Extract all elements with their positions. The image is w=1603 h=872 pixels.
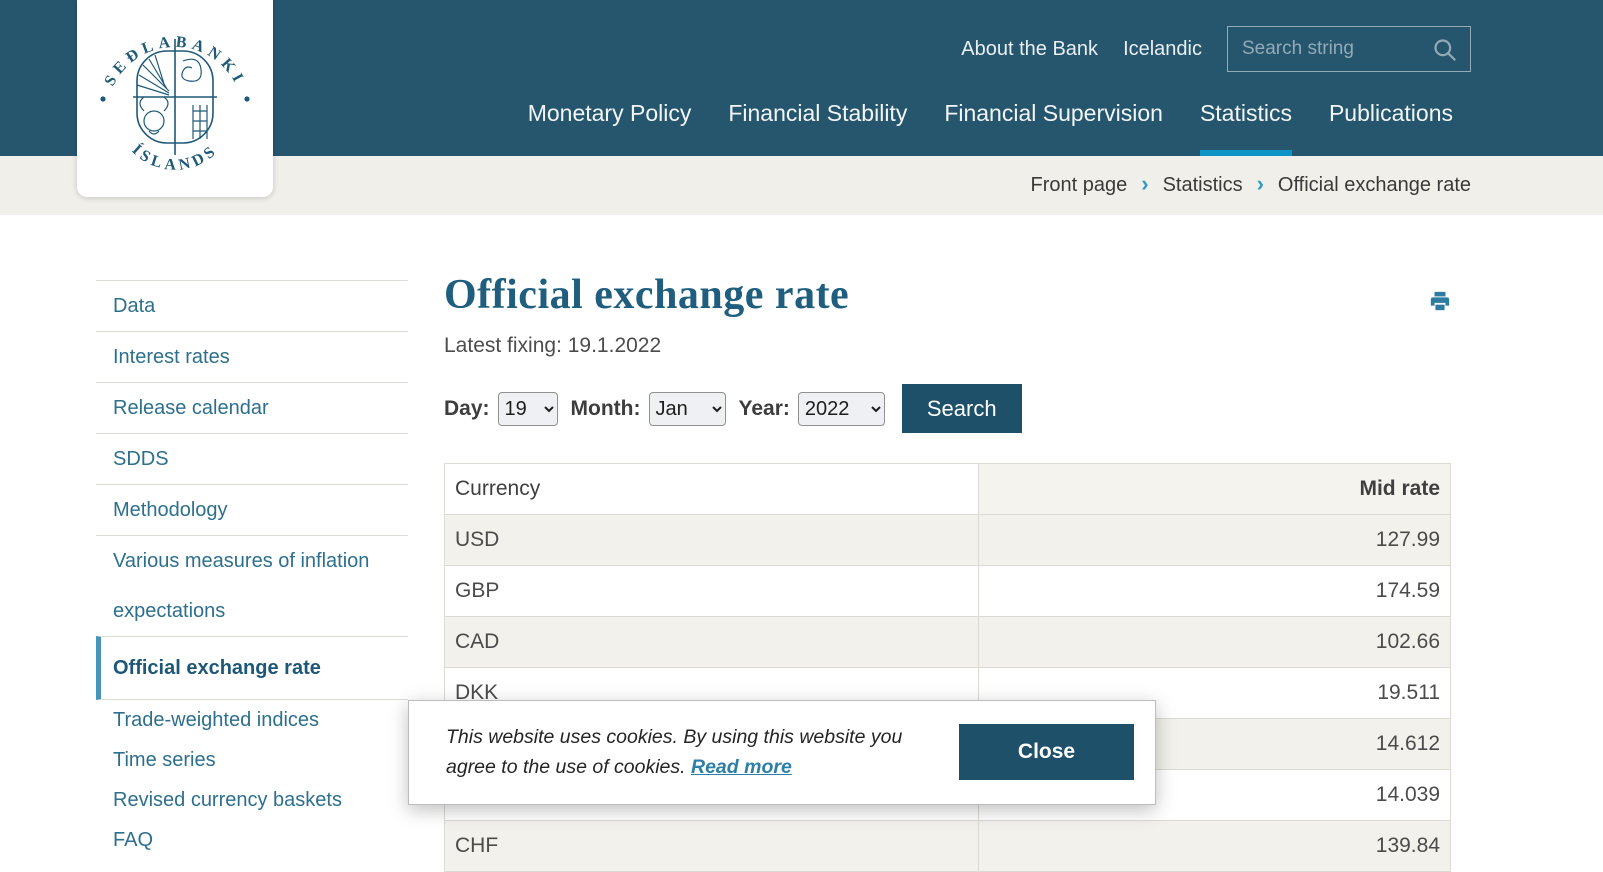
chevron-right-icon: › xyxy=(1141,170,1149,196)
day-select[interactable]: 19 xyxy=(497,391,558,426)
currency-cell: USD xyxy=(444,514,979,566)
currency-cell: CAD xyxy=(444,616,979,668)
breadcrumb-front-page[interactable]: Front page xyxy=(1030,174,1128,196)
mid-rate-cell: 139.84 xyxy=(978,820,1451,872)
mid-rate-cell: 102.66 xyxy=(978,616,1451,668)
bank-logo[interactable]: SEÐLABANKI ÍSLANDS xyxy=(77,0,273,197)
date-controls: Day: 19 Month: Jan Year: 2022 Search xyxy=(444,384,1451,433)
sidebar-item-inflation-expectations[interactable]: Various measures of inflation expectatio… xyxy=(96,535,408,636)
mid-rate-cell: 174.59 xyxy=(978,565,1451,617)
latest-fixing: Latest fixing: 19.1.2022 xyxy=(444,334,662,357)
day-label: Day: xyxy=(444,396,490,420)
close-button[interactable]: Close xyxy=(959,724,1134,780)
read-more-link[interactable]: Read more xyxy=(691,756,792,778)
year-label: Year: xyxy=(738,396,790,420)
currency-cell: CHF xyxy=(444,820,979,872)
mid-rate-cell: 127.99 xyxy=(978,514,1451,566)
print-icon[interactable] xyxy=(1429,290,1451,312)
sidebar-item-data[interactable]: Data xyxy=(96,280,408,331)
cookie-message: This website uses cookies. By using this… xyxy=(446,722,916,782)
table-row: USD 127.99 xyxy=(444,514,1451,566)
sidebar-item-sdds[interactable]: SDDS xyxy=(96,433,408,484)
header-search-box xyxy=(1227,26,1471,72)
search-input[interactable] xyxy=(1240,37,1431,61)
sidebar-item-revised-currency-baskets[interactable]: Revised currency baskets xyxy=(113,789,342,811)
sidebar-item-release-calendar[interactable]: Release calendar xyxy=(96,382,408,433)
sidebar-item-trade-weighted-indices[interactable]: Trade-weighted indices xyxy=(113,709,320,731)
breadcrumb-current: Official exchange rate xyxy=(1277,174,1471,196)
sidebar-item-time-series[interactable]: Time series xyxy=(113,749,216,771)
table-row: CAD 102.66 xyxy=(444,616,1451,668)
cookie-message-text: This website uses cookies. By using this… xyxy=(446,726,903,778)
mid-rate-column-header: Mid rate xyxy=(978,463,1451,515)
main-nav: Monetary Policy Financial Stability Fina… xyxy=(528,100,1453,156)
sidebar-item-official-exchange-rate[interactable]: Official exchange rate xyxy=(96,636,408,700)
currency-column-header: Currency xyxy=(444,463,979,515)
table-header-row: Currency Mid rate xyxy=(444,463,1451,515)
sedlabanki-seal-icon: SEÐLABANKI ÍSLANDS xyxy=(100,33,250,173)
month-label: Month: xyxy=(570,396,641,420)
search-icon[interactable] xyxy=(1431,36,1458,63)
page-title: Official exchange rate xyxy=(444,272,850,318)
sidebar-item-interest-rates[interactable]: Interest rates xyxy=(96,331,408,382)
table-row: CHF 139.84 xyxy=(444,820,1451,872)
month-select[interactable]: Jan xyxy=(648,391,726,426)
exchange-rate-table: Currency Mid rate USD 127.99 GBP 174.59 … xyxy=(444,463,1451,872)
year-select[interactable]: 2022 xyxy=(797,391,885,426)
sidebar-item-faq[interactable]: FAQ xyxy=(113,829,154,851)
nav-financial-stability[interactable]: Financial Stability xyxy=(728,100,908,126)
about-the-bank-link[interactable]: About the Bank xyxy=(961,37,1099,60)
currency-cell: GBP xyxy=(444,565,979,617)
statistics-sidebar: Data Interest rates Release calendar SDD… xyxy=(96,280,408,860)
table-row: GBP 174.59 xyxy=(444,565,1451,617)
sidebar-item-methodology[interactable]: Methodology xyxy=(96,484,408,535)
language-toggle-icelandic[interactable]: Icelandic xyxy=(1123,37,1202,60)
breadcrumb-statistics[interactable]: Statistics xyxy=(1162,174,1243,196)
nav-financial-supervision[interactable]: Financial Supervision xyxy=(944,100,1163,126)
breadcrumb: Front page › Statistics › Official excha… xyxy=(1031,156,1472,215)
search-button[interactable]: Search xyxy=(901,384,1022,433)
nav-monetary-policy[interactable]: Monetary Policy xyxy=(527,100,692,126)
cookie-banner: This website uses cookies. By using this… xyxy=(408,700,1156,805)
utility-bar: About the Bank Icelandic xyxy=(961,26,1471,72)
nav-publications[interactable]: Publications xyxy=(1328,100,1453,126)
nav-statistics[interactable]: Statistics xyxy=(1199,100,1292,156)
chevron-right-icon: › xyxy=(1256,170,1264,196)
